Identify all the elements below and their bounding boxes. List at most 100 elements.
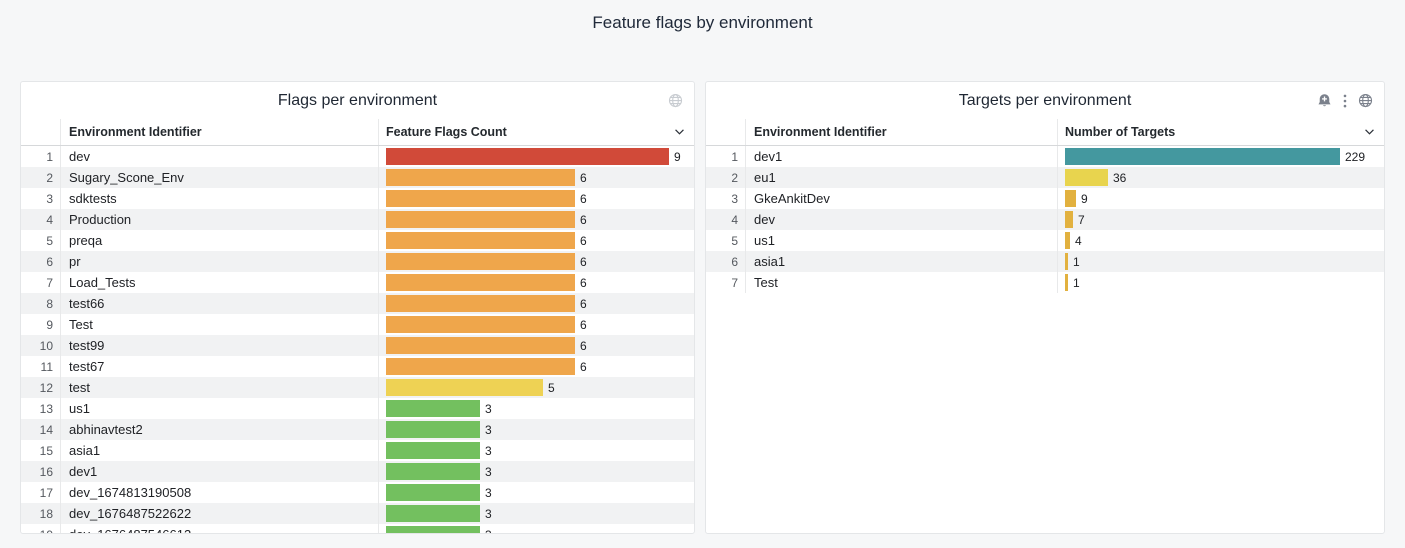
value-bar	[1065, 148, 1340, 165]
environment-name-cell: pr	[61, 251, 379, 272]
table-row: 6 asia1 1	[706, 251, 1384, 272]
environment-name-cell: eu1	[746, 167, 1058, 188]
table-row: 2 eu1 36	[706, 167, 1384, 188]
row-index: 10	[21, 335, 61, 356]
environment-name-cell: us1	[61, 398, 379, 419]
row-index: 9	[21, 314, 61, 335]
value-cell: 6	[379, 272, 694, 293]
environment-name-cell: Sugary_Scone_Env	[61, 167, 379, 188]
row-index: 3	[706, 188, 746, 209]
value-bar	[386, 463, 480, 480]
value-label: 7	[1078, 212, 1085, 227]
value-cell: 6	[379, 209, 694, 230]
globe-icon[interactable]	[1358, 93, 1373, 108]
value-cell: 6	[379, 335, 694, 356]
kebab-menu-icon[interactable]	[1343, 94, 1347, 108]
panel-title[interactable]: Flags per environment	[277, 91, 438, 109]
value-label: 6	[580, 359, 587, 374]
value-bar	[386, 442, 480, 459]
row-index: 5	[706, 230, 746, 251]
row-index: 1	[21, 146, 61, 167]
value-cell: 9	[379, 146, 694, 167]
value-bar	[386, 148, 669, 165]
row-index: 5	[21, 230, 61, 251]
panel-flags-per-environment: Flags per environment Environment Identi…	[20, 81, 695, 534]
environment-name-cell: test99	[61, 335, 379, 356]
value-bar	[386, 421, 480, 438]
panel-title[interactable]: Targets per environment	[958, 91, 1132, 109]
table-row: 8 test66 6	[21, 293, 694, 314]
environment-name-cell: abhinavtest2	[61, 419, 379, 440]
value-cell: 3	[379, 419, 694, 440]
value-bar	[386, 274, 575, 291]
column-header-environment-identifier[interactable]: Environment Identifier	[61, 119, 379, 145]
panel-header: Targets per environment	[706, 82, 1384, 119]
environment-name-cell: dev	[61, 146, 379, 167]
row-index: 4	[21, 209, 61, 230]
value-cell: 3	[379, 398, 694, 419]
environment-name-cell: dev_1674813190508	[61, 482, 379, 503]
value-bar	[386, 505, 480, 522]
table-row: 13 us1 3	[21, 398, 694, 419]
value-bar	[386, 337, 575, 354]
column-header-feature-flags-count[interactable]: Feature Flags Count	[386, 125, 507, 139]
value-cell: 6	[379, 188, 694, 209]
value-label: 3	[485, 506, 492, 521]
table-header: Environment Identifier Feature Flags Cou…	[21, 119, 694, 146]
value-label: 6	[580, 170, 587, 185]
index-column-header	[706, 119, 746, 145]
environment-name-cell: dev	[746, 209, 1058, 230]
row-index: 11	[21, 356, 61, 377]
table-row: 1 dev 9	[21, 146, 694, 167]
index-column-header	[21, 119, 61, 145]
environment-name-cell: test67	[61, 356, 379, 377]
globe-icon[interactable]	[668, 93, 683, 108]
value-cell: 3	[379, 461, 694, 482]
value-label: 3	[485, 464, 492, 479]
table-row: 6 pr 6	[21, 251, 694, 272]
row-index: 15	[21, 440, 61, 461]
value-cell: 9	[1058, 188, 1384, 209]
value-label: 36	[1113, 170, 1127, 185]
column-header-environment-identifier[interactable]: Environment Identifier	[746, 119, 1058, 145]
alert-bell-icon[interactable]	[1317, 93, 1332, 108]
row-index: 13	[21, 398, 61, 419]
value-bar	[386, 316, 575, 333]
value-bar	[1065, 190, 1076, 207]
dashboard-title: Feature flags by environment	[592, 13, 813, 32]
environment-name-cell: test	[61, 377, 379, 398]
row-index: 12	[21, 377, 61, 398]
table-row: 7 Load_Tests 6	[21, 272, 694, 293]
table-body: 1 dev 9 2 Sugary_Scone_Env 6 3 sdktests 6 4 Produc…	[21, 146, 694, 533]
value-label: 1	[1073, 254, 1080, 269]
chevron-down-icon[interactable]	[674, 129, 685, 136]
panel-targets-per-environment: Targets per environment	[705, 81, 1385, 534]
value-cell: 4	[1058, 230, 1384, 251]
table-row: 14 abhinavtest2 3	[21, 419, 694, 440]
value-bar	[1065, 274, 1068, 291]
value-bar	[386, 400, 480, 417]
value-label: 6	[580, 296, 587, 311]
value-cell: 229	[1058, 146, 1384, 167]
value-cell: 5	[379, 377, 694, 398]
table-row: 19dev_1676487546612 3	[21, 524, 694, 533]
panel-header-icons	[1317, 82, 1373, 119]
table-row: 9 Test 6	[21, 314, 694, 335]
value-cell: 36	[1058, 167, 1384, 188]
table-row: 1 dev1 229	[706, 146, 1384, 167]
row-index: 3	[21, 188, 61, 209]
environment-name-cell: Test	[61, 314, 379, 335]
environment-name-cell: dev_1676487546612	[61, 524, 379, 533]
panel-header: Flags per environment	[21, 82, 694, 119]
chevron-down-icon[interactable]	[1364, 129, 1375, 136]
value-label: 1	[1073, 275, 1080, 290]
row-index: 6	[21, 251, 61, 272]
value-label: 6	[580, 254, 587, 269]
value-label: 9	[1081, 191, 1088, 206]
value-bar	[386, 232, 575, 249]
table-row: 12 test 5	[21, 377, 694, 398]
row-index: 1	[706, 146, 746, 167]
value-label: 3	[485, 422, 492, 437]
column-header-number-of-targets[interactable]: Number of Targets	[1065, 125, 1176, 139]
value-label: 4	[1075, 233, 1082, 248]
